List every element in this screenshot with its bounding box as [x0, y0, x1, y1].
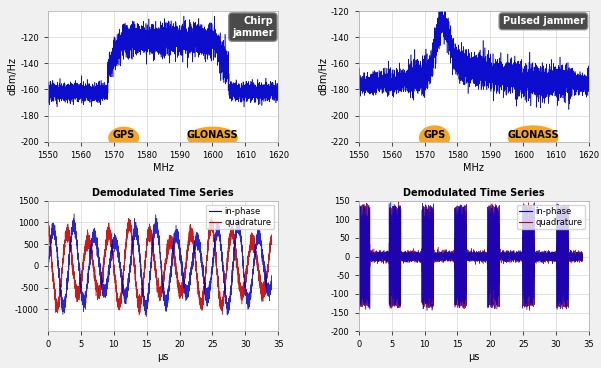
Text: GLONASS: GLONASS [187, 130, 239, 140]
Ellipse shape [109, 127, 138, 148]
Legend: in-phase, quadrature: in-phase, quadrature [517, 205, 585, 229]
Title: Demodulated Time Series: Demodulated Time Series [403, 188, 545, 198]
Ellipse shape [419, 126, 449, 149]
Text: GLONASS: GLONASS [507, 130, 559, 140]
Text: Chirp
jammer: Chirp jammer [232, 16, 273, 38]
Legend: in-phase, quadrature: in-phase, quadrature [206, 205, 274, 229]
X-axis label: MHz: MHz [153, 163, 174, 173]
Title: Demodulated Time Series: Demodulated Time Series [93, 188, 234, 198]
X-axis label: μs: μs [468, 352, 480, 362]
X-axis label: MHz: MHz [463, 163, 484, 173]
Text: GPS: GPS [423, 130, 445, 140]
Ellipse shape [188, 127, 237, 148]
Ellipse shape [508, 126, 558, 149]
Y-axis label: dBm/Hz: dBm/Hz [318, 57, 328, 95]
Text: Pulsed jammer: Pulsed jammer [502, 16, 584, 26]
Y-axis label: dBm/Hz: dBm/Hz [7, 57, 17, 95]
Text: GPS: GPS [112, 130, 135, 140]
X-axis label: μs: μs [157, 352, 169, 362]
